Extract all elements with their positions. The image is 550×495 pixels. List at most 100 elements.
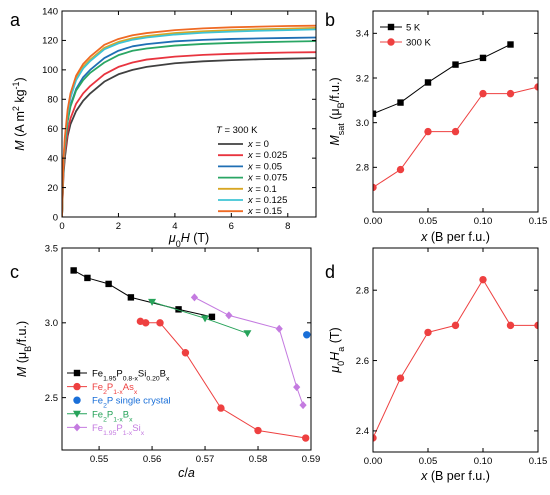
panel-b-point [424,79,432,86]
panel-b-legend-marker-1 [387,38,395,46]
panel-c-plot-frame [61,247,312,451]
panel-c-x-tick-label: 0.57 [196,454,215,465]
panel-c-legend-marker-0 [73,369,81,377]
panel-b-x-tick-label: 0.15 [529,216,548,227]
panel-c-point [217,404,225,412]
panel-a-series-1 [62,51,316,217]
panel-a-y-tick-label: 60 [47,124,58,135]
panel-b-x-tick-label: 0.10 [474,216,493,227]
panel-label-c: c [10,262,19,282]
panel-d-point [424,328,432,337]
panel-a-y-tick-label: 120 [42,36,58,47]
panel-b-plot-frame [372,10,539,213]
panel-a-y-tick-label: 40 [47,153,58,164]
panel-c-y-tick-label: 3.5 [45,243,58,254]
panel-a-legend-label-4: x = 0.1 [247,184,277,195]
panel-b-point [373,110,377,117]
panel-c-legend-label-0: Fe1.95P0.8-xSi0.20Bx [92,369,170,383]
panel-d-point [479,275,487,284]
panel-a-legend-label-0: x = 0 [247,139,269,150]
panel-label-d: d [325,262,335,282]
panel-b-point [479,54,487,62]
panel-c-point [156,319,164,327]
panel-a-y-tick-label: 100 [42,65,58,76]
panel-b-y-tick-label: 2.8 [356,163,369,174]
panel-c-point [175,306,182,313]
panel-d-anisotropy-field: 0.00 0.05 0.10 0.15 2.4 2.6 2.8 x (B per f.u.) μ… [328,247,547,483]
panel-c-x-tick-label: 0.55 [90,454,109,465]
panel-b-point [506,89,515,98]
panel-c-x-tick-label: 0.59 [302,454,321,465]
panel-c-point [201,315,210,323]
panel-a-series-2 [62,36,316,217]
panel-a-y-tick-label: 140 [42,6,58,17]
panel-c-point [254,426,262,435]
panel-b-point [424,127,432,136]
panel-c-point [190,293,199,302]
panel-a-x-tick-label: 8 [285,221,290,232]
panel-d-y-tick-label: 2.8 [356,286,369,297]
panel-d-x-tick-label: 0.05 [419,456,438,467]
panel-c-legend-label-2: Fe2P single crystal [92,396,171,410]
panel-c-point [148,298,157,306]
panel-a-series-3 [62,40,316,217]
panel-a-series-5 [62,28,316,217]
panel-c-x-tick-label: 0.56 [143,454,162,465]
panel-d-point [396,374,405,382]
panel-d-series-line-0 [373,279,538,439]
panel-c-point [105,280,112,288]
panel-b-legend-label-1: 300 K [406,38,431,49]
panel-d-point [451,321,460,330]
panel-d-point [506,321,515,330]
panel-c-x-label: c/a [178,466,195,480]
panel-b-x-tick-label: 0.05 [419,216,438,227]
panel-b-point [396,165,405,174]
panel-b-point [397,99,404,106]
panel-c-point [208,313,216,321]
panel-c-legend-marker-4 [73,423,81,432]
panel-a-legend-label-1: x = 0.025 [247,150,287,161]
panel-a-x-label: μ0H (T) [168,231,209,249]
panel-b-point [507,41,514,48]
panel-c-point [84,274,91,282]
panel-c-moment-vs-ca: 0.55 0.56 0.57 0.58 0.59 2.5 3.0 3.5 c/a M (μB/f.… [15,243,320,480]
panel-c-legend-marker-3 [73,410,81,418]
panel-a-y-tick-label: 0 [53,212,58,223]
panel-a-series-group [62,24,316,217]
panel-b-point [479,89,487,98]
panel-c-legend-label-1: Fe2P1-xAsx [92,382,138,396]
panel-d-plot-frame [372,247,539,453]
panel-b-x-tick-label: 0.00 [364,216,383,227]
panel-a-series-0 [62,57,316,217]
panel-d-y-tick-label: 2.4 [356,426,369,437]
panel-d-y-label: μ0Ha (T) [328,327,346,373]
panel-d-point [534,321,538,330]
panel-a-legend-label-6: x = 0.15 [247,206,282,217]
panel-c-legend-label-3: Fe2P1-xBx [92,409,133,423]
panel-b-y-tick-label: 3.0 [356,118,369,129]
panel-b-point [373,183,377,192]
panel-c-series-group [70,267,311,442]
panel-b-point [452,61,459,68]
panel-c-point [243,330,252,338]
panel-c-point [302,434,310,442]
panel-c-point [142,319,150,327]
panel-b-series-group [373,41,538,192]
panel-a-legend-label-2: x = 0.05 [247,161,282,172]
panel-a-x-tick-label: 2 [116,221,121,232]
panel-b-point [534,83,538,91]
panel-c-legend-marker-1 [73,382,81,391]
panel-c-point [181,349,190,357]
panel-a-y-tick-label: 20 [47,183,58,194]
panel-b-y-tick-label: 3.2 [356,73,369,84]
panel-c-series-line-4 [194,296,304,406]
panel-c-x-tick-label: 0.58 [249,454,268,465]
panel-a-legend-title: T = 300 K [216,125,258,136]
panel-c-legend-marker-2 [73,396,81,404]
panel-label-a: a [10,10,21,30]
panel-c-point [225,311,233,320]
panel-d-x-tick-label: 0.00 [364,456,383,467]
panel-d-point [373,434,377,442]
panel-d-y-tick-label: 2.6 [356,356,369,367]
